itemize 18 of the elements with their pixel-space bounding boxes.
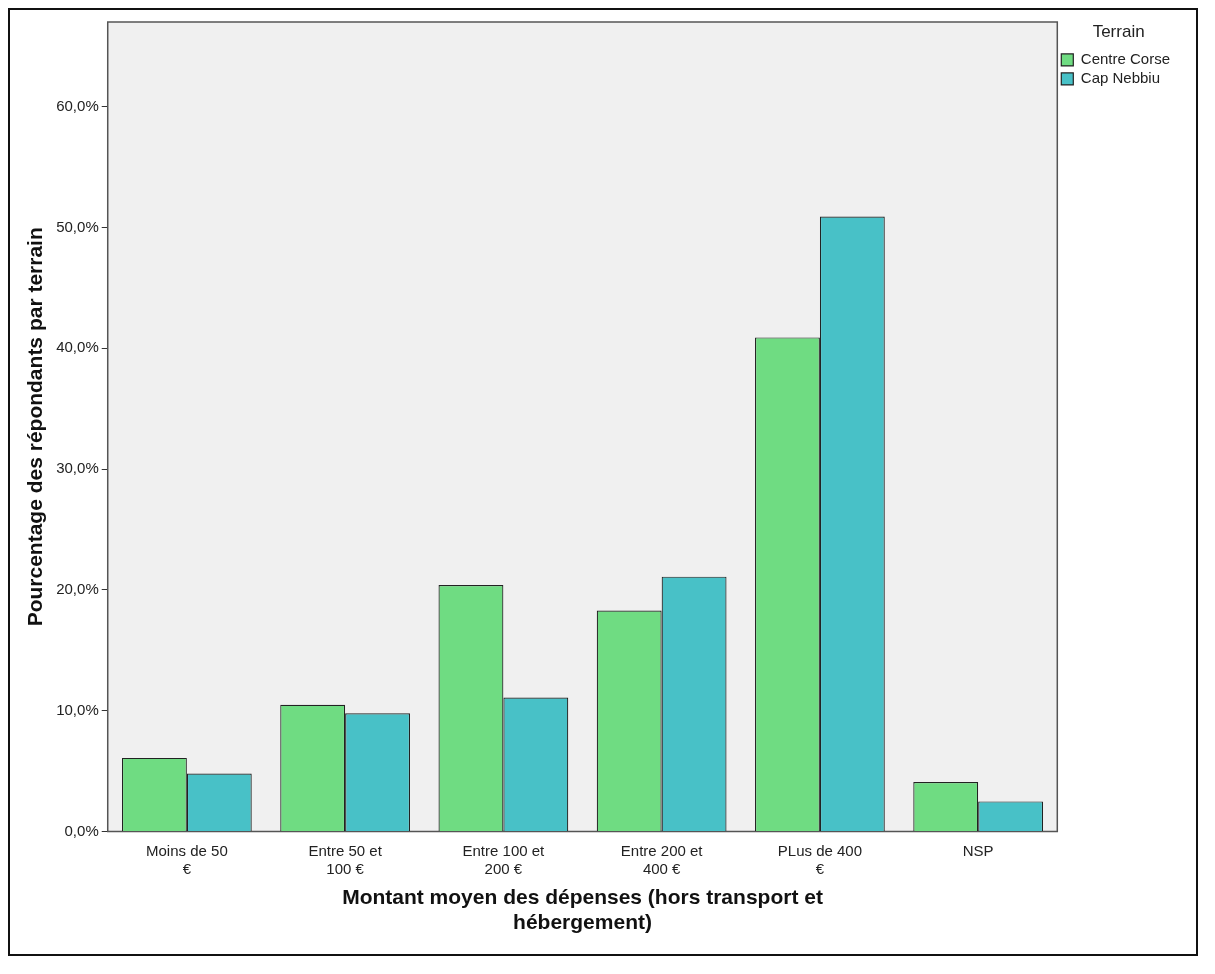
y-tick-label: 20,0% <box>56 580 99 598</box>
x-tick-label: Entre 100 et 200 € <box>462 841 546 877</box>
y-tick-label: 40,0% <box>56 338 99 356</box>
y-axis-title: Pourcentage des répondants par terrain <box>23 227 47 627</box>
x-tick-label: Entre 50 et 100 € <box>308 841 383 877</box>
y-tick-label: 10,0% <box>56 700 99 718</box>
y-tick-label: 0,0% <box>64 821 99 839</box>
x-tick-label: PLus de 400 € <box>777 841 863 877</box>
y-tick-label: 30,0% <box>56 459 99 477</box>
x-tick-label: Entre 200 et 400 € <box>620 841 704 877</box>
y-tick-label: 60,0% <box>56 96 99 114</box>
x-tick-label: NSP <box>962 841 994 859</box>
legend-label: Centre Corse <box>1080 50 1170 68</box>
legend-title: Terrain <box>1092 22 1145 42</box>
legend-label: Cap Nebbiu <box>1080 69 1161 87</box>
x-axis-title: Montant moyen des dépenses (hors transport et hébergement) <box>342 885 823 934</box>
y-tick-label: 50,0% <box>56 217 99 235</box>
x-tick-label: Moins de 50 € <box>146 841 228 877</box>
